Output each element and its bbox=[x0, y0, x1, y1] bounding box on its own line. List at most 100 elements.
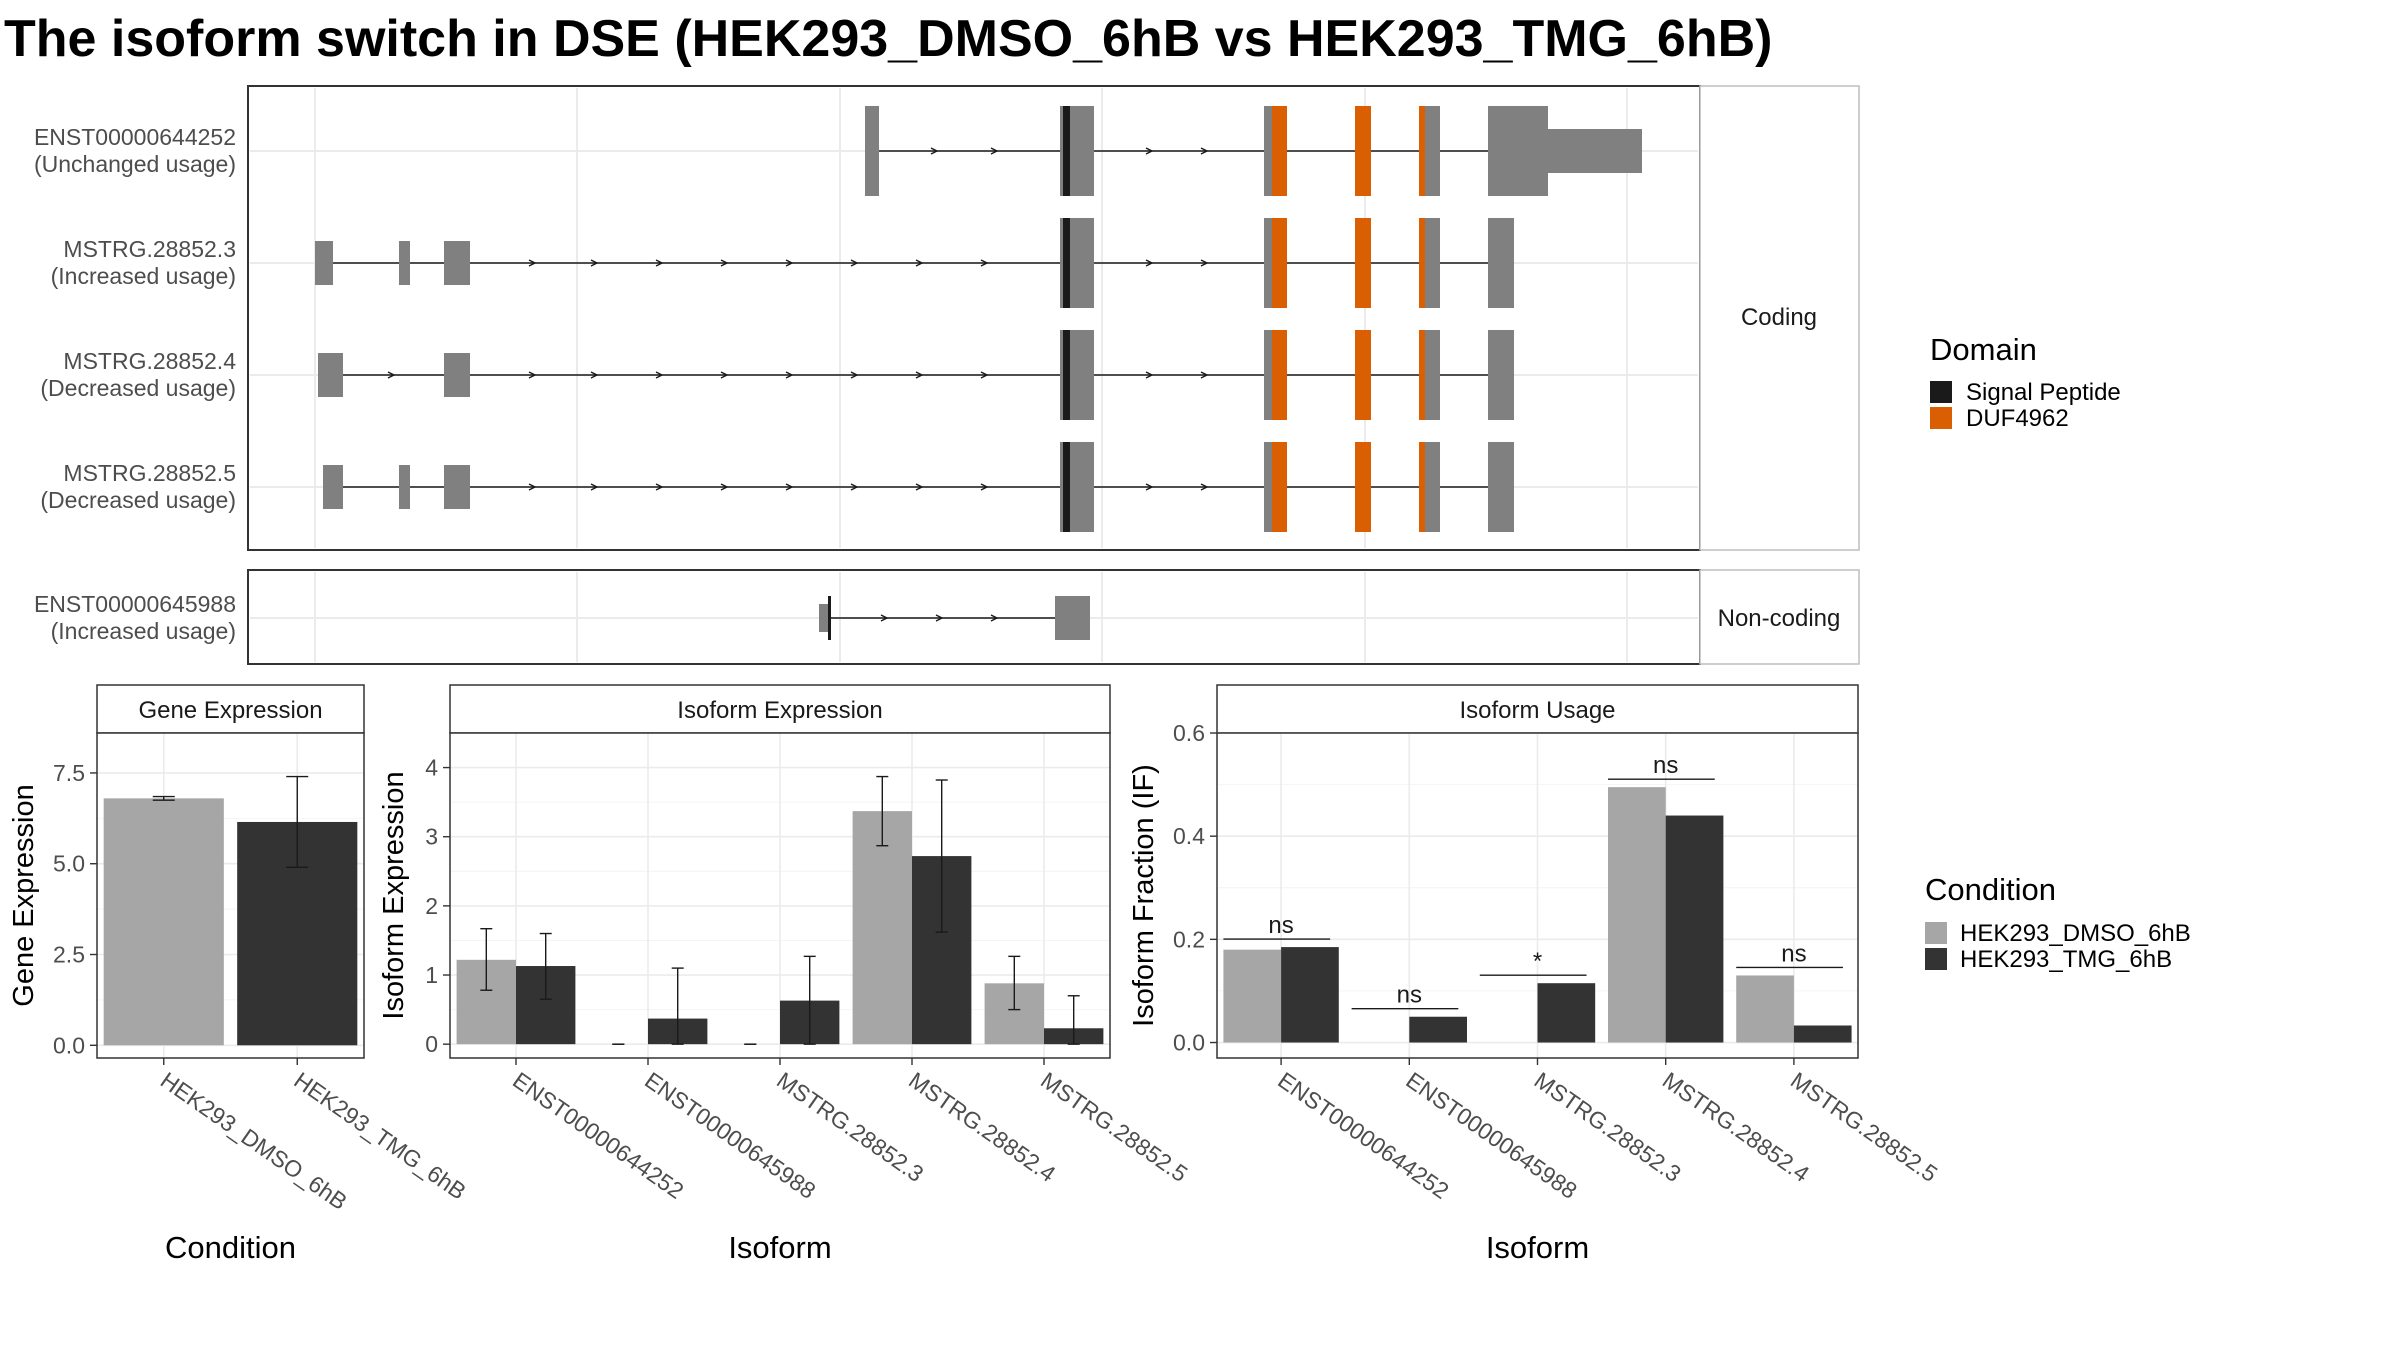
exon-block bbox=[1488, 106, 1548, 196]
y-tick-label: 3 bbox=[425, 824, 438, 850]
transcript-usage-label: (Decreased usage) bbox=[40, 487, 236, 513]
coding-strip-label: Coding bbox=[1741, 304, 1817, 331]
y-tick-label: 0.4 bbox=[1173, 823, 1205, 849]
legend-swatch-dmso bbox=[1925, 922, 1947, 944]
exon-block bbox=[865, 106, 879, 196]
utr-block bbox=[1548, 129, 1642, 173]
duf4962-domain bbox=[1419, 442, 1425, 532]
intron-arrow bbox=[915, 483, 924, 491]
bar bbox=[1409, 1016, 1467, 1043]
y-tick-label: 1 bbox=[425, 962, 438, 988]
coding-strip bbox=[1699, 85, 1860, 551]
x-tick-label: MSTRG.28852.5 bbox=[1036, 1067, 1192, 1187]
duf4962-domain bbox=[1355, 106, 1371, 196]
chart-gene-expression: Gene Expression0.02.55.07.5HEK293_DMSO_6… bbox=[8, 684, 471, 1265]
exon-block bbox=[819, 604, 829, 632]
intron-arrow bbox=[980, 483, 989, 491]
chart-strip bbox=[1216, 684, 1859, 734]
signal-peptide-domain bbox=[1063, 218, 1070, 308]
transcript-usage-label: (Decreased usage) bbox=[40, 375, 236, 401]
intron-arrow bbox=[1145, 147, 1154, 155]
intron-arrow bbox=[1200, 147, 1209, 155]
significance-label: ns bbox=[1268, 912, 1293, 939]
bar bbox=[1537, 983, 1596, 1043]
duf4962-domain bbox=[1419, 106, 1425, 196]
intron-arrow bbox=[980, 371, 989, 379]
significance-label: ns bbox=[1653, 752, 1678, 779]
intron-arrow bbox=[930, 147, 939, 155]
transcript-MSTRG.28852.4: MSTRG.28852.4(Decreased usage) bbox=[40, 330, 1514, 420]
condition-legend: Condition HEK293_DMSO_6hB HEK293_TMG_6hB bbox=[1925, 872, 2191, 973]
chart-title: Isoform Usage bbox=[1459, 697, 1615, 724]
bar bbox=[1665, 815, 1724, 1043]
intron-arrow bbox=[655, 259, 664, 267]
intron-arrow bbox=[655, 483, 664, 491]
intron-arrow bbox=[785, 483, 794, 491]
y-tick-label: 7.5 bbox=[53, 760, 85, 786]
chart-isoform-usage: Isoform Usagensns*nsns0.00.20.40.6ENST00… bbox=[1128, 684, 1942, 1265]
intron-arrow bbox=[990, 614, 999, 622]
duf4962-domain bbox=[1419, 330, 1425, 420]
intron-arrow bbox=[720, 371, 729, 379]
intron-arrow bbox=[935, 614, 944, 622]
exon-block bbox=[1488, 218, 1514, 308]
duf4962-domain bbox=[1272, 330, 1287, 420]
intron-arrow bbox=[980, 259, 989, 267]
y-axis-title: Gene Expression bbox=[8, 784, 40, 1006]
coding-panel bbox=[247, 85, 1701, 551]
significance-label: * bbox=[1533, 948, 1542, 975]
intron-arrow bbox=[915, 259, 924, 267]
legend-label-tmg: HEK293_TMG_6hB bbox=[1960, 946, 2172, 973]
intron-arrow bbox=[720, 483, 729, 491]
transcript-id-label: ENST00000645988 bbox=[34, 591, 236, 617]
legend-label-signal-peptide: Signal Peptide bbox=[1966, 379, 2121, 406]
bar bbox=[1223, 949, 1282, 1043]
exon-block bbox=[399, 241, 410, 285]
x-tick-label: MSTRG.28852.4 bbox=[904, 1067, 1060, 1187]
transcript-structure-panel: Coding Non-coding ENST00000644252(Unchan… bbox=[34, 85, 1860, 665]
intron-arrow bbox=[528, 259, 537, 267]
intron-arrow bbox=[1145, 259, 1154, 267]
y-tick-label: 2 bbox=[425, 893, 438, 919]
y-tick-label: 5.0 bbox=[53, 851, 85, 877]
intron-arrow bbox=[1200, 259, 1209, 267]
intron-arrow bbox=[655, 371, 664, 379]
intron-arrow bbox=[590, 259, 599, 267]
exon-block bbox=[444, 465, 470, 509]
intron-arrow bbox=[1145, 483, 1154, 491]
plot-border bbox=[96, 732, 365, 1059]
bar bbox=[1793, 1025, 1852, 1043]
x-axis-title: Isoform bbox=[728, 1230, 831, 1265]
duf4962-domain bbox=[1355, 218, 1371, 308]
noncoding-strip bbox=[1699, 569, 1860, 665]
transcript-id-label: MSTRG.28852.4 bbox=[63, 348, 236, 374]
significance-label: ns bbox=[1781, 940, 1806, 967]
chart-title: Gene Expression bbox=[138, 697, 322, 724]
legend-swatch-tmg bbox=[1925, 948, 1947, 970]
intron-arrow bbox=[590, 371, 599, 379]
intron-arrow bbox=[528, 371, 537, 379]
chart-isoform-expression: Isoform Expression01234ENST00000644252EN… bbox=[378, 684, 1192, 1265]
noncoding-strip-label: Non-coding bbox=[1718, 605, 1841, 632]
duf4962-domain bbox=[1419, 218, 1425, 308]
intron-arrow bbox=[785, 259, 794, 267]
chart-strip bbox=[96, 684, 365, 734]
exon-block bbox=[444, 353, 470, 397]
transcript-MSTRG.28852.5: MSTRG.28852.5(Decreased usage) bbox=[40, 442, 1514, 532]
bar bbox=[1281, 947, 1339, 1043]
exon-block bbox=[1488, 330, 1514, 420]
bar bbox=[1608, 787, 1666, 1043]
transcript-id-label: MSTRG.28852.5 bbox=[63, 460, 236, 486]
intron-arrow bbox=[990, 147, 999, 155]
exon-block bbox=[1055, 596, 1090, 640]
transcript-usage-label: (Increased usage) bbox=[51, 263, 236, 289]
y-tick-label: 2.5 bbox=[53, 942, 85, 968]
figure-title: The isoform switch in DSE (HEK293_DMSO_6… bbox=[4, 10, 1772, 68]
y-tick-label: 0.6 bbox=[1173, 720, 1205, 746]
intron-arrow bbox=[915, 371, 924, 379]
duf4962-domain bbox=[1272, 442, 1287, 532]
signal-peptide-domain bbox=[1063, 106, 1070, 196]
duf4962-domain bbox=[1272, 218, 1287, 308]
legend-swatch-duf4962 bbox=[1930, 407, 1952, 429]
domain-legend: Domain Signal Peptide DUF4962 bbox=[1930, 332, 2121, 432]
